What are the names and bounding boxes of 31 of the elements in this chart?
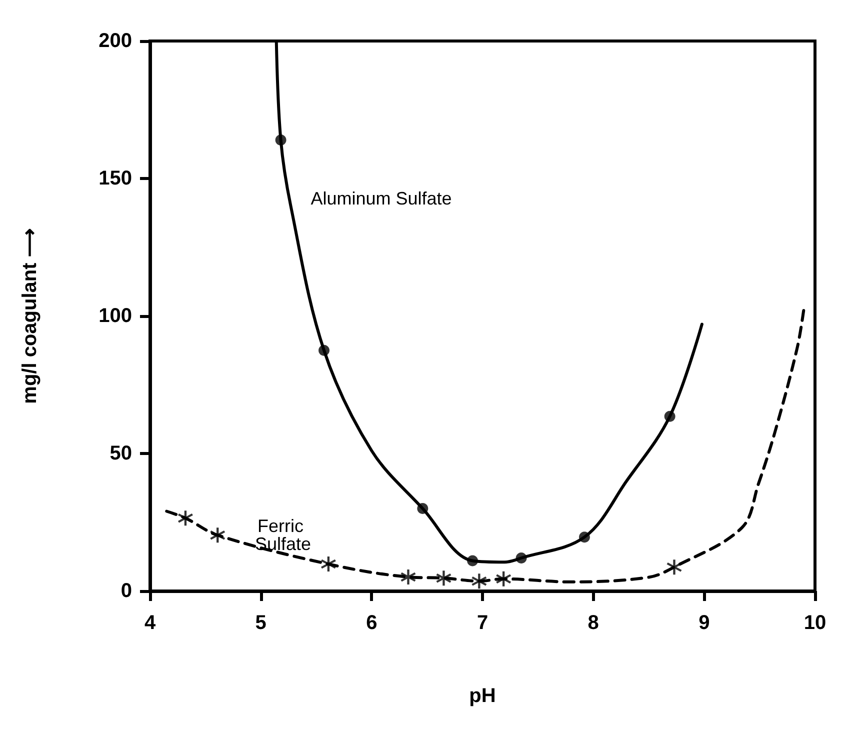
x-axis-title: pH [469, 685, 496, 707]
y-axis-title: mg/l coagulant ⟶ [19, 228, 41, 404]
x-tick-label: 7 [476, 612, 488, 634]
y-tick-label: 200 [98, 30, 132, 52]
x-tick-label: 6 [366, 612, 378, 634]
point [516, 552, 527, 564]
x-tick-label: 10 [804, 612, 826, 634]
point [210, 528, 226, 543]
point [275, 134, 286, 146]
point [400, 569, 416, 584]
point [178, 510, 193, 526]
y-tick-label: 150 [98, 168, 132, 190]
y-tick-label: 100 [98, 305, 132, 327]
point [318, 344, 330, 356]
series-label: Ferric Sulfate [254, 516, 312, 554]
point [320, 556, 336, 572]
point [496, 571, 512, 586]
x-tick-label: 4 [144, 612, 156, 634]
point [417, 503, 428, 514]
y-tick-label: 0 [120, 580, 132, 602]
x-tick-label: 9 [698, 612, 710, 634]
point [467, 555, 478, 566]
point [664, 410, 676, 422]
point [472, 574, 487, 589]
point [666, 560, 682, 575]
point [436, 570, 452, 586]
x-tick-label: 5 [255, 612, 266, 634]
series-label: Aluminum Sulfate [310, 188, 452, 208]
y-tick-label: 50 [110, 442, 132, 464]
x-tick-label: 8 [588, 612, 599, 634]
point [578, 532, 590, 543]
